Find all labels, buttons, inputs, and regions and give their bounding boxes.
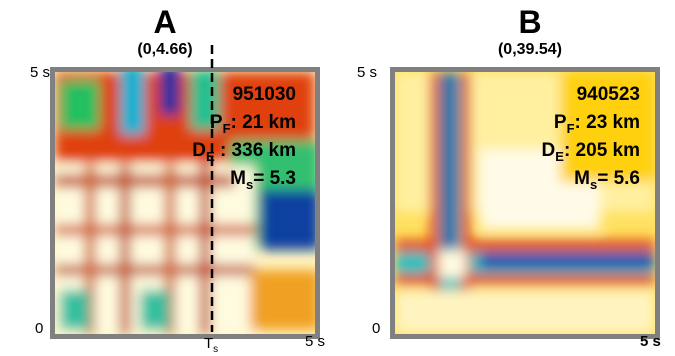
symbol: M: [230, 168, 246, 189]
subscript: F: [223, 121, 231, 136]
origin-label: 0: [372, 320, 380, 337]
symbol: T: [204, 335, 213, 352]
annotation: Ms= 5.6: [574, 168, 640, 192]
panel-label: A: [153, 4, 176, 40]
annotation-text: = 5.3: [253, 168, 296, 189]
heatmap-b: [395, 72, 655, 334]
symbol: M: [574, 168, 590, 189]
subscript: F: [567, 121, 575, 136]
subscript: s: [213, 344, 218, 355]
event-id: 951030: [233, 84, 296, 105]
y-top-label: 5 s: [30, 64, 50, 81]
x-right-label: 5 s: [640, 333, 661, 350]
ts-label: Ts: [204, 335, 218, 355]
annotation: PF: 21 km: [210, 112, 296, 136]
symbol: P: [554, 112, 567, 133]
annotation-text: : 23 km: [575, 112, 640, 133]
annotation: DE : 336 km: [192, 140, 296, 164]
origin-label: 0: [35, 320, 43, 337]
annotation-text: = 5.6: [597, 168, 640, 189]
annotation-text: : 21 km: [231, 112, 296, 133]
x-right-label: 5 s: [305, 333, 325, 350]
subscript: s: [246, 177, 253, 192]
symbol: D: [192, 140, 206, 161]
annotation: PF: 23 km: [554, 112, 640, 136]
subscript: E: [206, 149, 215, 164]
event-id: 940523: [577, 84, 640, 105]
subscript: s: [590, 177, 597, 192]
heatmap-a: [55, 72, 315, 334]
panel-label: B: [518, 4, 541, 40]
panel-range: (0,4.66): [137, 41, 192, 58]
subscript: E: [555, 149, 564, 164]
panel-range: (0,39.54): [498, 41, 562, 58]
annotation-text: : 336 km: [215, 140, 296, 161]
y-top-label: 5 s: [357, 64, 377, 81]
annotation: DE: 205 km: [542, 140, 640, 164]
symbol: P: [210, 112, 223, 133]
symbol: D: [542, 140, 556, 161]
annotation-text: : 205 km: [564, 140, 640, 161]
annotation: Ms= 5.3: [230, 168, 296, 192]
